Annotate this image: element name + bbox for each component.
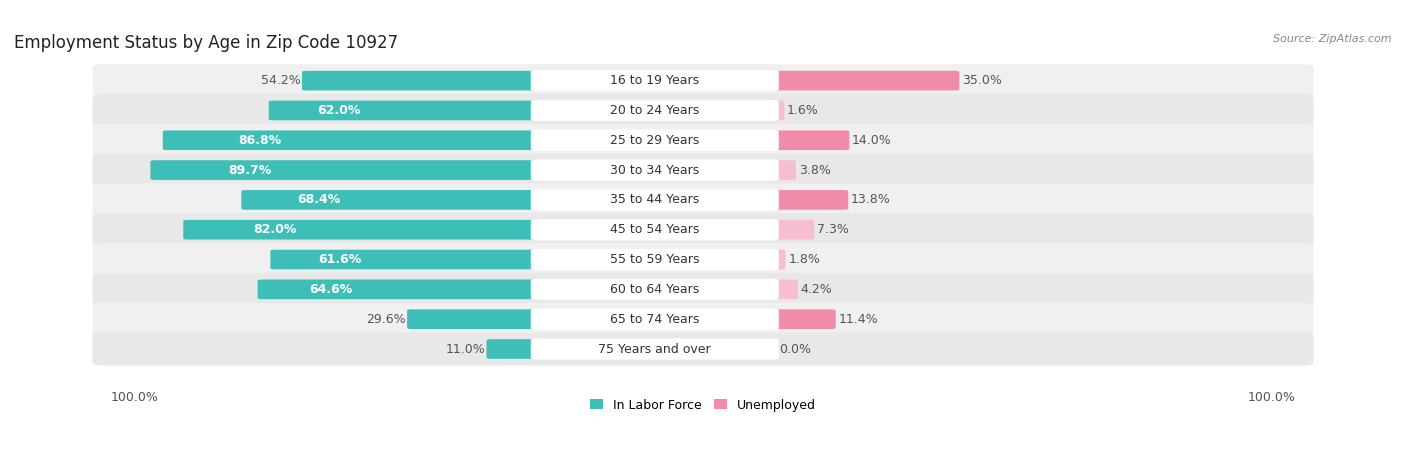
Text: 89.7%: 89.7% [229, 164, 271, 177]
FancyBboxPatch shape [768, 101, 785, 120]
Text: 54.2%: 54.2% [262, 74, 301, 87]
FancyBboxPatch shape [531, 100, 779, 121]
Text: 61.6%: 61.6% [319, 253, 361, 266]
Text: 100.0%: 100.0% [111, 391, 159, 404]
FancyBboxPatch shape [531, 160, 779, 181]
Text: 16 to 19 Years: 16 to 19 Years [610, 74, 699, 87]
FancyBboxPatch shape [269, 101, 541, 120]
Text: 11.0%: 11.0% [446, 342, 485, 355]
FancyBboxPatch shape [768, 190, 848, 210]
Text: 68.4%: 68.4% [297, 193, 340, 207]
FancyBboxPatch shape [408, 309, 541, 329]
Text: 62.0%: 62.0% [318, 104, 361, 117]
FancyBboxPatch shape [768, 160, 796, 180]
Text: 7.3%: 7.3% [817, 223, 849, 236]
FancyBboxPatch shape [768, 280, 799, 299]
FancyBboxPatch shape [163, 130, 541, 150]
FancyBboxPatch shape [531, 249, 779, 270]
Text: 0.0%: 0.0% [779, 342, 811, 355]
FancyBboxPatch shape [242, 190, 541, 210]
Text: 82.0%: 82.0% [253, 223, 297, 236]
FancyBboxPatch shape [768, 220, 814, 239]
Text: 86.8%: 86.8% [238, 134, 281, 147]
FancyBboxPatch shape [93, 94, 1313, 127]
FancyBboxPatch shape [93, 332, 1313, 365]
FancyBboxPatch shape [531, 129, 779, 151]
Text: Source: ZipAtlas.com: Source: ZipAtlas.com [1274, 34, 1392, 44]
FancyBboxPatch shape [768, 339, 776, 359]
Text: 55 to 59 Years: 55 to 59 Years [610, 253, 700, 266]
FancyBboxPatch shape [531, 70, 779, 91]
FancyBboxPatch shape [531, 189, 779, 211]
Text: 1.8%: 1.8% [789, 253, 820, 266]
Text: 29.6%: 29.6% [366, 313, 406, 326]
Text: 20 to 24 Years: 20 to 24 Years [610, 104, 699, 117]
FancyBboxPatch shape [302, 71, 541, 91]
Text: 35 to 44 Years: 35 to 44 Years [610, 193, 699, 207]
Text: 100.0%: 100.0% [1247, 391, 1295, 404]
FancyBboxPatch shape [93, 273, 1313, 306]
Text: 4.2%: 4.2% [801, 283, 832, 296]
FancyBboxPatch shape [768, 130, 849, 150]
FancyBboxPatch shape [93, 303, 1313, 336]
FancyBboxPatch shape [257, 280, 541, 299]
Text: Employment Status by Age in Zip Code 10927: Employment Status by Age in Zip Code 109… [14, 34, 398, 52]
FancyBboxPatch shape [768, 250, 786, 269]
Legend: In Labor Force, Unemployed: In Labor Force, Unemployed [585, 394, 821, 417]
Text: 11.4%: 11.4% [838, 313, 879, 326]
FancyBboxPatch shape [531, 308, 779, 330]
Text: 14.0%: 14.0% [852, 134, 891, 147]
FancyBboxPatch shape [768, 71, 959, 91]
FancyBboxPatch shape [531, 338, 779, 359]
FancyBboxPatch shape [150, 160, 541, 180]
FancyBboxPatch shape [768, 309, 835, 329]
FancyBboxPatch shape [93, 184, 1313, 216]
Text: 60 to 64 Years: 60 to 64 Years [610, 283, 699, 296]
Text: 64.6%: 64.6% [309, 283, 353, 296]
Text: 75 Years and over: 75 Years and over [599, 342, 711, 355]
Text: 25 to 29 Years: 25 to 29 Years [610, 134, 699, 147]
Text: 35.0%: 35.0% [962, 74, 1002, 87]
FancyBboxPatch shape [93, 154, 1313, 187]
FancyBboxPatch shape [486, 339, 541, 359]
FancyBboxPatch shape [531, 219, 779, 240]
Text: 3.8%: 3.8% [799, 164, 831, 177]
Text: 30 to 34 Years: 30 to 34 Years [610, 164, 699, 177]
FancyBboxPatch shape [531, 279, 779, 300]
FancyBboxPatch shape [93, 64, 1313, 97]
Text: 45 to 54 Years: 45 to 54 Years [610, 223, 699, 236]
FancyBboxPatch shape [93, 213, 1313, 246]
Text: 13.8%: 13.8% [851, 193, 891, 207]
Text: 65 to 74 Years: 65 to 74 Years [610, 313, 699, 326]
FancyBboxPatch shape [93, 243, 1313, 276]
Text: 1.6%: 1.6% [787, 104, 818, 117]
FancyBboxPatch shape [183, 220, 541, 239]
FancyBboxPatch shape [270, 250, 541, 269]
FancyBboxPatch shape [93, 124, 1313, 157]
